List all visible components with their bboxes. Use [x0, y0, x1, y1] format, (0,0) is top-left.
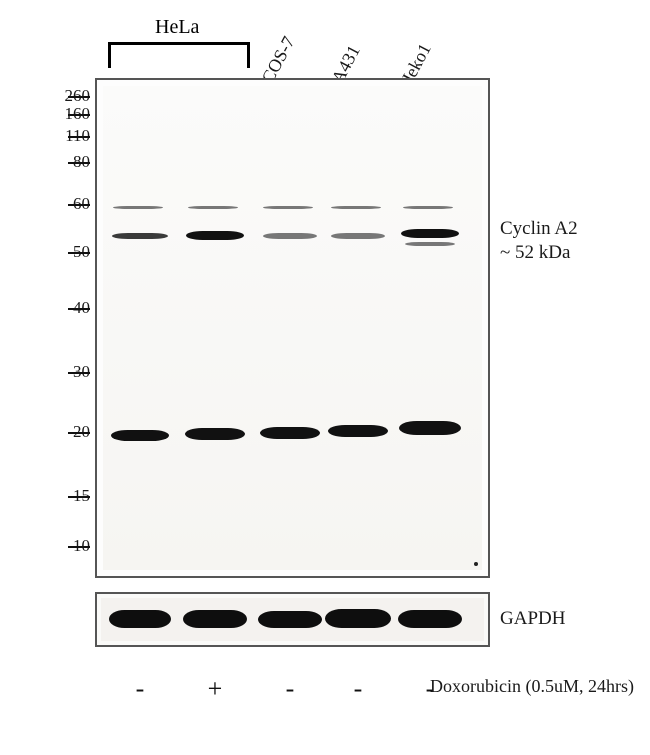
band-low-mw	[111, 430, 169, 441]
mw-tick	[68, 372, 90, 374]
blot-film-background	[103, 86, 482, 570]
mw-tick	[68, 96, 90, 98]
gapdh-band	[325, 609, 391, 628]
band-cyclin-a2	[112, 233, 168, 239]
sample-labels-row: HeLa COS-7 A431 Jeko1	[0, 0, 650, 80]
mw-tick	[68, 496, 90, 498]
treatment-symbol: -	[275, 674, 305, 704]
mw-tick	[68, 308, 90, 310]
mw-tick	[68, 136, 90, 138]
treatment-symbol: -	[125, 674, 155, 704]
blot-main-frame	[95, 78, 490, 578]
mw-tick	[68, 204, 90, 206]
mw-tick	[68, 252, 90, 254]
mw-tick	[68, 114, 90, 116]
band-cyclin-a2-doublet	[405, 242, 455, 246]
film-artifact-dot	[474, 562, 478, 566]
band-low-mw	[185, 428, 245, 440]
treatment-symbol: +	[200, 674, 230, 704]
band-cyclin-a2	[263, 233, 317, 239]
band-low-mw	[399, 421, 461, 435]
mw-tick	[68, 162, 90, 164]
band-low-mw	[260, 427, 320, 439]
band-faint-upper	[188, 206, 238, 209]
treatment-symbol: -	[343, 674, 373, 704]
band-faint-upper	[331, 206, 381, 209]
target-protein-mw: ~ 52 kDa	[500, 242, 570, 264]
band-cyclin-a2	[186, 231, 244, 240]
band-low-mw	[328, 425, 388, 437]
treatment-label: Doxorubicin (0.5uM, 24hrs)	[430, 676, 634, 697]
hela-bracket	[108, 42, 250, 68]
hela-label: HeLa	[155, 16, 199, 39]
gapdh-band	[183, 610, 247, 628]
mw-tick	[68, 432, 90, 434]
gapdh-label: GAPDH	[500, 608, 565, 630]
target-protein-label: Cyclin A2	[500, 218, 578, 240]
band-cyclin-a2	[401, 229, 459, 238]
western-blot-figure: HeLa COS-7 A431 Jeko1 260 160 110 80 60 …	[0, 0, 650, 755]
gapdh-band	[258, 611, 322, 628]
mw-tick	[68, 546, 90, 548]
gapdh-band	[109, 610, 171, 628]
band-faint-upper	[113, 206, 163, 209]
gapdh-band	[398, 610, 462, 628]
band-cyclin-a2	[331, 233, 385, 239]
band-faint-upper	[263, 206, 313, 209]
band-faint-upper	[403, 206, 453, 209]
